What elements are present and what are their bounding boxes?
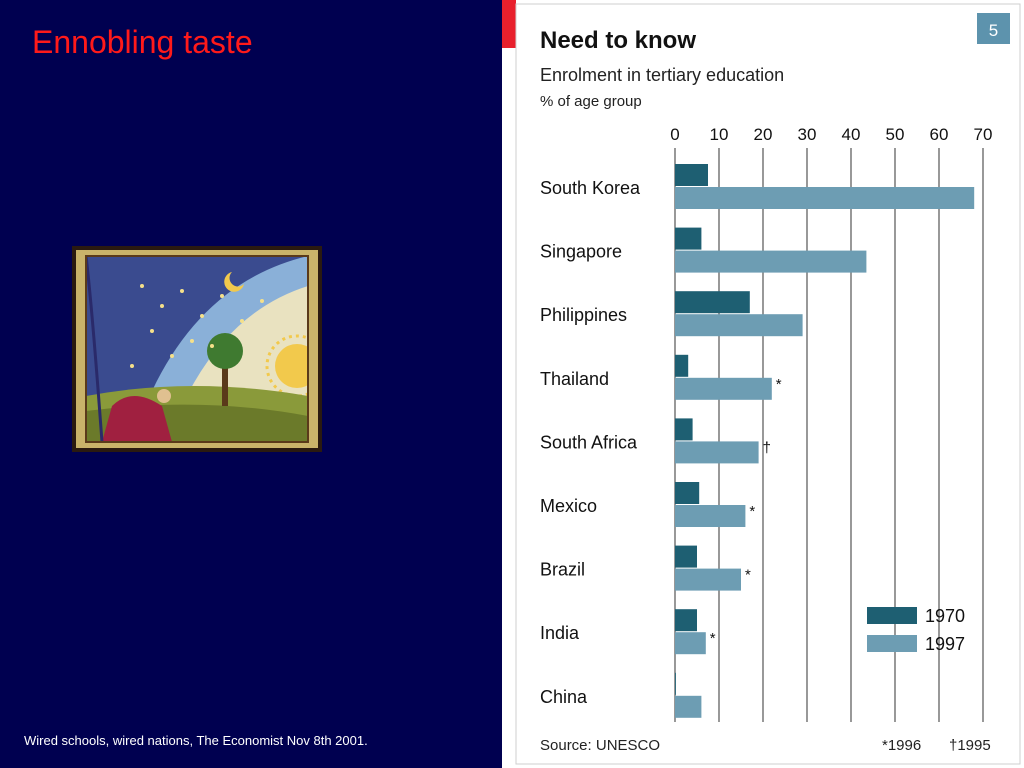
unit-label: % of age group — [540, 93, 642, 110]
x-tick-label: 10 — [710, 125, 729, 144]
bar-annotation: † — [763, 439, 771, 456]
bar-1997 — [675, 505, 746, 527]
chart-border — [515, 3, 1021, 765]
chart-subtitle: Enrolment in tertiary education — [540, 65, 784, 85]
x-tick-label: 70 — [974, 125, 993, 144]
category-label: Brazil — [540, 560, 585, 580]
x-tick-label: 30 — [798, 125, 817, 144]
bar-annotation: * — [710, 630, 716, 647]
slide-title: Ennobling taste — [32, 24, 253, 60]
bar-1997 — [675, 314, 803, 337]
footnote-1995: †1995 — [949, 737, 991, 754]
bar-1997 — [675, 377, 772, 400]
legend-label-1970: 1970 — [925, 606, 965, 626]
category-label: India — [540, 623, 580, 643]
bar-1970 — [675, 354, 689, 377]
legend-swatch-1970 — [867, 607, 917, 624]
chart-badge: 5 — [989, 21, 998, 40]
bar-annotation: * — [776, 376, 782, 393]
bars: * † * * * — [675, 164, 975, 718]
legend-swatch-1997 — [867, 635, 917, 652]
x-tick-label: 40 — [842, 125, 861, 144]
x-tick-label: 60 — [930, 125, 949, 144]
bar-1997 — [675, 441, 759, 464]
x-tick-labels: 0 10 20 30 40 50 60 70 — [670, 125, 992, 144]
bar-1997 — [675, 187, 975, 209]
category-label: China — [540, 687, 588, 707]
chart-panel: 5 Need to know Enrolment in tertiary edu… — [502, 0, 1024, 768]
bar-1970 — [675, 545, 697, 568]
x-tick-label: 0 — [670, 125, 679, 144]
category-label: South Korea — [540, 178, 641, 198]
x-tick-label: 20 — [754, 125, 773, 144]
legend: 1970 1997 — [867, 606, 965, 654]
category-label: Philippines — [540, 305, 627, 325]
category-label: Singapore — [540, 242, 622, 262]
accent-bar — [502, 0, 516, 48]
footnote-1996: *1996 — [882, 737, 921, 754]
badge-box — [977, 13, 1010, 44]
bar-1970 — [675, 227, 702, 250]
tertiary-enrolment-chart: 5 Need to know Enrolment in tertiary edu… — [502, 0, 1021, 765]
category-labels: South Korea Singapore Philippines Thailand S… — [540, 178, 641, 707]
source-caption: Wired schools, wired nations, The Econom… — [24, 733, 368, 748]
bar-1970 — [675, 482, 700, 504]
bar-1970 — [675, 418, 693, 441]
legend-label-1997: 1997 — [925, 634, 965, 654]
flammarion-engraving-image — [72, 246, 322, 452]
bar-annotation: * — [745, 567, 751, 584]
bar-1997 — [675, 568, 741, 591]
bar-1997 — [675, 632, 706, 655]
bar-1997 — [675, 695, 702, 718]
category-label: South Africa — [540, 432, 638, 452]
bar-1970 — [675, 291, 750, 314]
engraving-illustration — [72, 246, 322, 452]
bar-1970 — [675, 609, 697, 632]
category-label: Thailand — [540, 369, 609, 389]
bar-1970 — [675, 672, 676, 695]
bar-1970 — [675, 164, 708, 186]
x-tick-label: 50 — [886, 125, 905, 144]
bar-annotation: * — [749, 503, 755, 520]
category-label: Mexico — [540, 496, 597, 516]
chart-source: Source: UNESCO — [540, 737, 660, 754]
chart-title: Need to know — [540, 27, 696, 54]
bar-1997 — [675, 250, 867, 273]
